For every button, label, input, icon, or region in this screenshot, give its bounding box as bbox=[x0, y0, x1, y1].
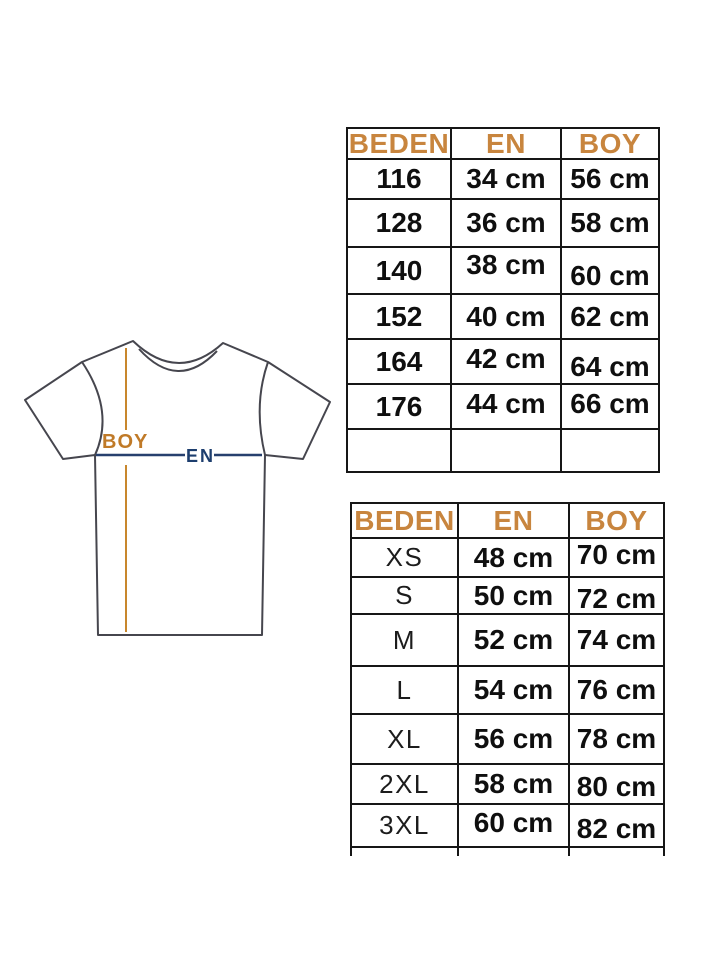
table-border-stub bbox=[663, 848, 665, 856]
length-cell: 72 cm bbox=[570, 578, 663, 615]
size-cell: XL bbox=[352, 715, 459, 765]
length-cell: 82 cm bbox=[570, 805, 663, 846]
length-cell: 70 cm bbox=[570, 539, 663, 578]
length-cell: 80 cm bbox=[570, 765, 663, 805]
shirt-outline bbox=[24, 340, 331, 636]
length-cell: 56 cm bbox=[562, 160, 658, 200]
header-cell-boy: BOY bbox=[562, 128, 658, 160]
size-cell: XS bbox=[352, 539, 459, 578]
length-cell: 58 cm bbox=[562, 200, 658, 248]
size-cell: 152 bbox=[348, 295, 452, 340]
length-cell: 66 cm bbox=[562, 385, 658, 430]
size-cell: 176 bbox=[348, 385, 452, 430]
width-cell: 40 cm bbox=[452, 295, 562, 340]
width-cell: 54 cm bbox=[459, 667, 570, 715]
size-cell: 164 bbox=[348, 340, 452, 385]
length-cell: 74 cm bbox=[570, 615, 663, 667]
header-cell-beden: BEDEN bbox=[352, 504, 459, 539]
empty-cell bbox=[562, 430, 658, 471]
width-cell: 58 cm bbox=[459, 765, 570, 805]
header-cell-en: EN bbox=[452, 128, 562, 160]
length-cell: 64 cm bbox=[562, 340, 658, 385]
width-cell: 36 cm bbox=[452, 200, 562, 248]
boy-measure-label: BOY bbox=[102, 431, 148, 453]
table-border-stub bbox=[568, 848, 570, 856]
width-cell: 48 cm bbox=[459, 539, 570, 578]
adult-size-table: BEDEN EN BOY XS 48 cm 70 cm S 50 cm 72 c… bbox=[350, 502, 665, 848]
size-cell: 116 bbox=[348, 160, 452, 200]
size-cell: M bbox=[352, 615, 459, 667]
size-cell: 128 bbox=[348, 200, 452, 248]
table-border-stub bbox=[457, 848, 459, 856]
header-cell-beden: BEDEN bbox=[348, 128, 452, 160]
size-cell: S bbox=[352, 578, 459, 615]
table-border-stub bbox=[350, 848, 352, 856]
width-cell: 60 cm bbox=[459, 805, 570, 846]
width-cell: 50 cm bbox=[459, 578, 570, 615]
sleeve-seam-right bbox=[258, 361, 269, 456]
header-cell-boy: BOY bbox=[570, 504, 663, 539]
width-cell: 38 cm bbox=[452, 248, 562, 295]
header-cell-en: EN bbox=[459, 504, 570, 539]
sleeve-seam-left bbox=[81, 361, 104, 456]
length-cell: 60 cm bbox=[562, 248, 658, 295]
width-cell: 44 cm bbox=[452, 385, 562, 430]
width-cell: 52 cm bbox=[459, 615, 570, 667]
size-cell: L bbox=[352, 667, 459, 715]
kids-size-table: BEDEN EN BOY 116 34 cm 56 cm 128 36 cm 5… bbox=[346, 127, 660, 473]
length-cell: 78 cm bbox=[570, 715, 663, 765]
width-cell: 56 cm bbox=[459, 715, 570, 765]
empty-cell bbox=[452, 430, 562, 471]
width-cell: 42 cm bbox=[452, 340, 562, 385]
length-cell: 62 cm bbox=[562, 295, 658, 340]
en-measure-label: EN bbox=[186, 446, 215, 466]
size-cell: 140 bbox=[348, 248, 452, 295]
width-cell: 34 cm bbox=[452, 160, 562, 200]
size-cell: 2XL bbox=[352, 765, 459, 805]
size-cell: 3XL bbox=[352, 805, 459, 846]
length-cell: 76 cm bbox=[570, 667, 663, 715]
empty-cell bbox=[348, 430, 452, 471]
tshirt-diagram: BOY EN bbox=[24, 340, 331, 636]
collar-inner-line bbox=[138, 348, 218, 372]
